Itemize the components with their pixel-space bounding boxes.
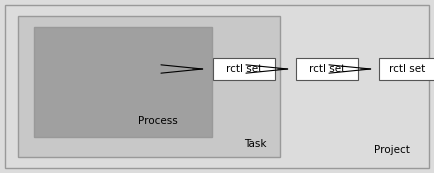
Bar	[213, 58, 274, 80]
Text: rctl set: rctl set	[225, 64, 262, 74]
Bar	[378, 58, 434, 80]
Text: rctl set: rctl set	[388, 64, 424, 74]
Text: Process: Process	[138, 116, 178, 126]
Text: Project: Project	[373, 145, 409, 155]
Bar	[295, 58, 357, 80]
Text: rctl set: rctl set	[308, 64, 344, 74]
Bar	[18, 16, 279, 157]
Text: Task: Task	[244, 139, 266, 149]
Bar	[34, 27, 211, 137]
